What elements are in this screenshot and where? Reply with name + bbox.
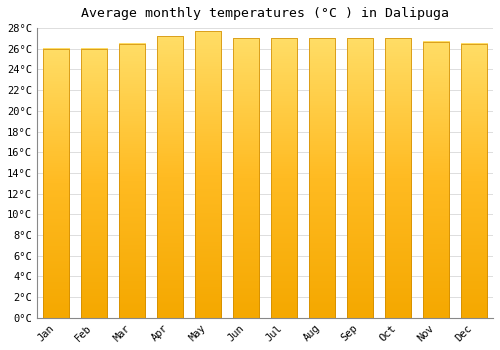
Bar xyxy=(232,38,259,318)
Bar xyxy=(270,38,297,318)
Bar xyxy=(156,36,183,318)
Title: Average monthly temperatures (°C ) in Dalipuga: Average monthly temperatures (°C ) in Da… xyxy=(81,7,449,20)
Bar xyxy=(80,49,107,318)
Bar xyxy=(194,31,221,318)
Bar xyxy=(118,44,145,318)
Bar xyxy=(346,38,374,318)
Bar xyxy=(384,38,411,318)
Bar xyxy=(308,38,336,318)
Bar xyxy=(460,44,487,318)
Bar xyxy=(42,49,69,318)
Bar xyxy=(422,42,450,318)
